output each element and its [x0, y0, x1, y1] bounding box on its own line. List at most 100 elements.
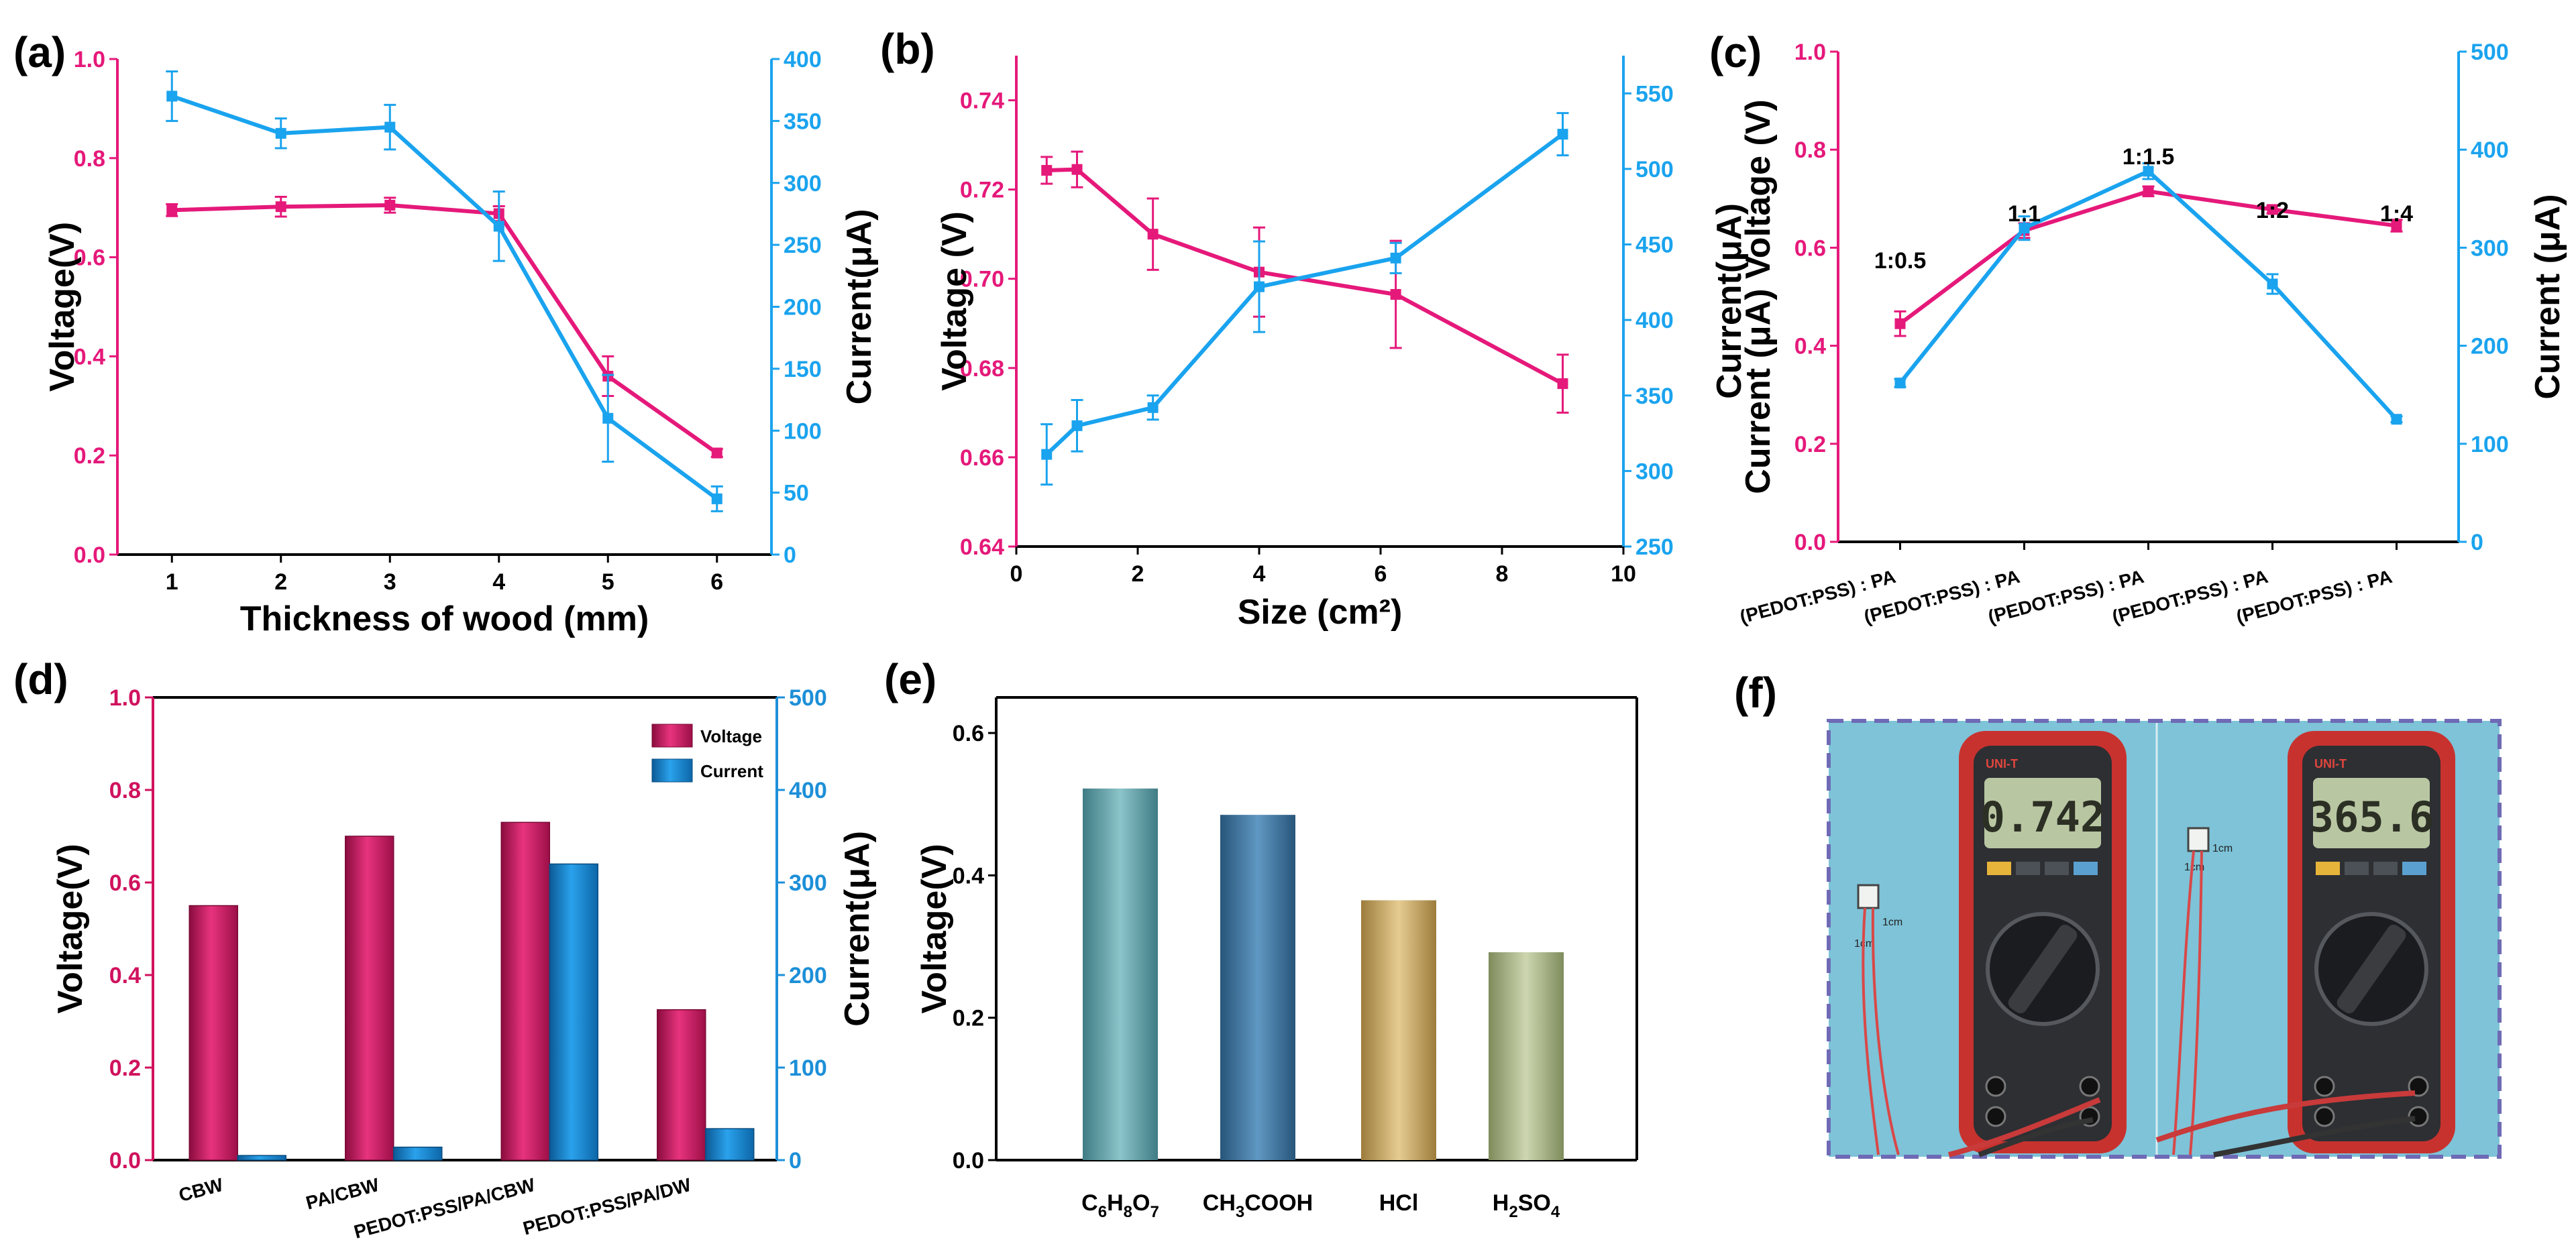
x-tick-label: 8 — [1496, 561, 1509, 587]
y2-axis-title: Current(μA) — [840, 209, 879, 405]
y2-tick-label: 200 — [2471, 334, 2509, 359]
meter-dial-knob — [2008, 924, 2078, 1014]
formula-text: H — [1493, 1190, 1509, 1216]
wire — [1862, 907, 1880, 1155]
y2-tick-label: 200 — [784, 295, 822, 321]
ratio-annotation: 1:4 — [2380, 201, 2413, 227]
y-tick-label: 0.8 — [109, 778, 141, 803]
bar-voltage — [500, 821, 550, 1161]
formula-text: CH — [1203, 1190, 1236, 1216]
meter-reading-voltage: 0.742 — [1980, 793, 2106, 842]
y-tick-label: 0.72 — [960, 178, 1004, 203]
data-point-voltage — [2143, 186, 2154, 197]
y2-tick-label: 550 — [1635, 81, 1674, 107]
y2-tick-label: 100 — [2471, 432, 2509, 457]
y2-tick-label: 250 — [1635, 534, 1674, 560]
series-line-current — [1898, 168, 2398, 421]
meter-button — [2345, 862, 2369, 875]
bar-voltage — [1083, 788, 1158, 1160]
photo-frame — [1827, 719, 2502, 1159]
x-tick-label: C6H8O7 — [1081, 1190, 1159, 1221]
ratio-annotation: 1:0.5 — [1874, 248, 1927, 274]
meter-brand: UNI-T — [1986, 757, 2018, 770]
y-tick-label: 0.74 — [960, 89, 1004, 114]
y2-tick-label: 0 — [2471, 530, 2483, 555]
y-tick-label: 0.6 — [74, 245, 105, 271]
y2-tick-label: 400 — [784, 47, 822, 72]
data-point-current — [602, 412, 614, 424]
y-axis-title: Voltage(V) — [915, 844, 954, 1013]
sample-size-label: 1cm — [1882, 917, 1902, 928]
y2-tick-label: 400 — [2471, 137, 2509, 163]
y-tick-label: 0.8 — [1794, 137, 1826, 163]
series-line-voltage — [172, 203, 718, 455]
probe-lead — [2155, 1090, 2416, 1143]
data-point-voltage — [166, 205, 178, 216]
bar-voltage — [657, 1009, 706, 1161]
y-axis-title: Voltage(V) — [43, 222, 82, 392]
bar-current — [393, 1146, 443, 1161]
y-tick-label: 0.4 — [74, 344, 105, 369]
y2-tick-label: 200 — [789, 963, 827, 988]
x-tick-label: PA/CBW — [304, 1174, 382, 1214]
data-point-current — [1071, 420, 1083, 431]
wood-sample-right — [2187, 827, 2210, 852]
y2-tick-label: 350 — [784, 109, 822, 134]
x-tick-label: 6 — [1375, 561, 1387, 587]
y-tick-label: 0.66 — [960, 445, 1004, 471]
y2-tick-label: 150 — [784, 357, 822, 382]
y2-tick-label: 400 — [789, 778, 827, 803]
wire — [2189, 850, 2203, 1155]
formula-text: HCl — [1379, 1190, 1419, 1216]
bar-voltage — [345, 836, 394, 1161]
y2-tick-label: 500 — [2471, 40, 2509, 65]
x-tick-label: 6 — [710, 569, 723, 595]
sample-size-label: 1cm — [2212, 843, 2233, 854]
y2-tick-label: 350 — [1635, 384, 1674, 409]
chart-a: 0.0 0.2 0.4 0.6 0.8 1.0 0 50 100 150 200 250 300 350 4… — [43, 47, 879, 638]
series-line-current — [1045, 132, 1564, 456]
panel-label-f: (f) — [1734, 669, 1777, 717]
data-point-voltage — [2391, 220, 2402, 231]
legend-label-voltage: Voltage — [700, 726, 762, 746]
y-tick-label: 0.2 — [953, 1006, 984, 1031]
meter-button — [2316, 862, 2340, 875]
x-tick-label: 4 — [492, 569, 505, 595]
y2-tick-label: 300 — [1635, 459, 1674, 484]
ratio-annotation: 1:1 — [2008, 201, 2041, 227]
data-point-current — [493, 221, 504, 232]
data-point-voltage — [1041, 165, 1053, 176]
photo-panel: UNI-T 0.742 UNI-T 365.6 — [1827, 719, 2502, 1159]
y-tick-label: 0.4 — [109, 963, 141, 988]
data-point-voltage — [1147, 229, 1159, 240]
data-point-voltage — [1390, 289, 1401, 300]
y2-tick-label: 400 — [1635, 308, 1674, 333]
formula-text: SO — [1518, 1190, 1551, 1216]
x-tick-label: 10 — [1611, 561, 1636, 587]
data-point-current — [1557, 129, 1568, 140]
y2-tick-label: 300 — [784, 171, 822, 196]
y2-tick-label: 500 — [1635, 157, 1674, 182]
meter-button — [2016, 862, 2040, 875]
formula-text: O — [1132, 1190, 1150, 1216]
x-tick-label: CBW — [176, 1174, 225, 1206]
meter-button — [1987, 862, 2011, 875]
meter-port — [1985, 1106, 2006, 1127]
data-point-current — [1254, 281, 1265, 292]
meter-display — [2313, 778, 2430, 848]
series-line-voltage — [1898, 189, 2397, 326]
meter-port — [2079, 1076, 2100, 1097]
meter-port — [2314, 1076, 2335, 1097]
meter-port — [1985, 1076, 2006, 1097]
bar-voltage — [1220, 815, 1295, 1160]
data-point-voltage — [1557, 378, 1568, 390]
data-point-current — [166, 91, 178, 102]
data-point-current — [2143, 166, 2154, 177]
x-tick-label: HCl — [1379, 1190, 1419, 1216]
y-tick-label: 1.0 — [74, 47, 105, 72]
meter-reading-current: 365.6 — [2309, 793, 2434, 842]
y-tick-label: 0.70 — [960, 267, 1004, 292]
y2-tick-label: 500 — [789, 685, 827, 711]
wire — [2172, 850, 2195, 1155]
